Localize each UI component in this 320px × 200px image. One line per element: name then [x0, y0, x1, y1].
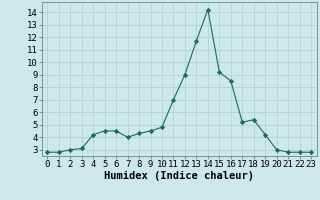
X-axis label: Humidex (Indice chaleur): Humidex (Indice chaleur)	[104, 171, 254, 181]
